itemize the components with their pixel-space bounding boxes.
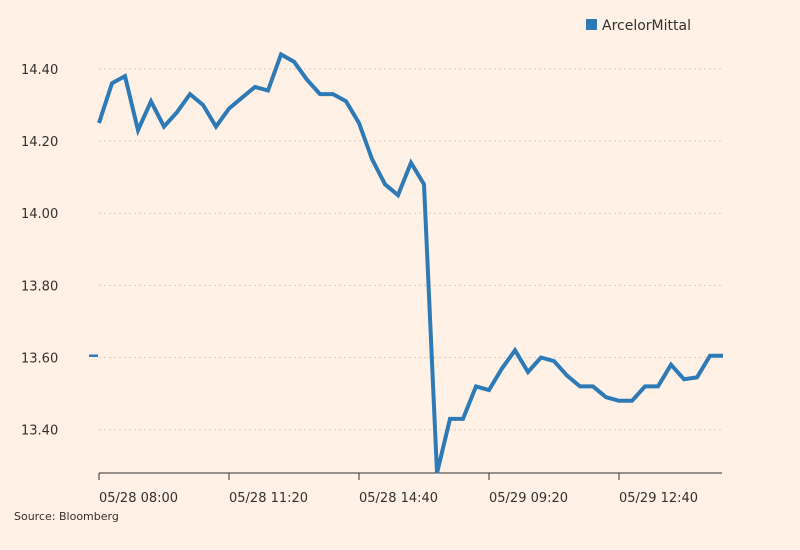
x-tick-label: 05/29 09:20 (489, 491, 568, 506)
source-note: Source: Bloomberg (14, 510, 119, 523)
y-axis: 13.40 13.60 13.80 14.00 14.20 14.40 (21, 63, 58, 439)
y-tick-label: 13.80 (21, 279, 58, 294)
legend-label: ArcelorMittal (602, 18, 691, 34)
grid-lines (99, 68, 722, 431)
series-line (97, 51, 723, 474)
y-tick-label: 14.00 (21, 207, 58, 222)
series-lines (97, 51, 723, 474)
legend-swatch (586, 19, 597, 30)
x-tick-label: 05/28 08:00 (99, 491, 178, 506)
x-tick-label: 05/29 12:40 (619, 491, 698, 506)
y-tick-label: 13.40 (21, 424, 58, 439)
y-tick-label: 14.40 (21, 63, 58, 78)
legend: ArcelorMittal (586, 18, 691, 34)
x-tick-label: 05/28 14:40 (359, 491, 438, 506)
x-tick-label: 05/28 11:20 (229, 491, 308, 506)
y-tick-label: 14.20 (21, 135, 58, 150)
y-tick-label: 13.60 (21, 352, 58, 367)
x-axis: 05/28 08:00 05/28 11:20 05/28 14:40 05/29 0… (98, 473, 698, 506)
